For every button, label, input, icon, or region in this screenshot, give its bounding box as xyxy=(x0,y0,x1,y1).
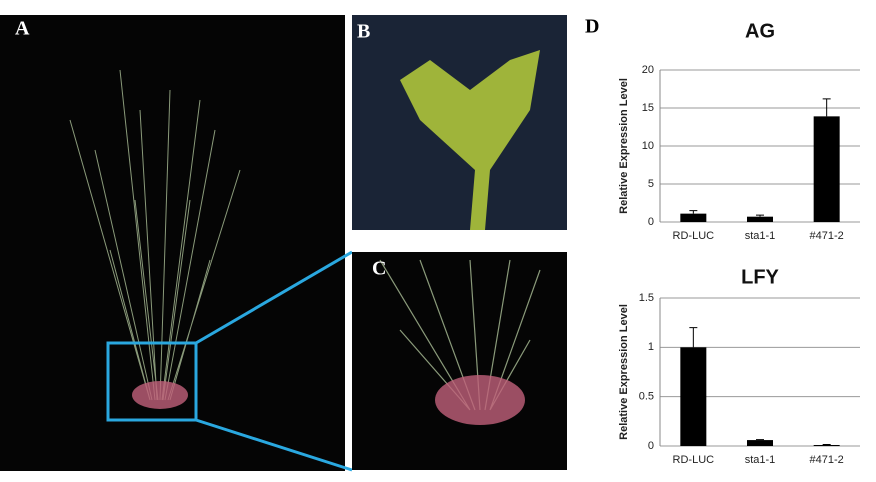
y-tick-label: 15 xyxy=(642,102,654,114)
y-tick-label: 1.5 xyxy=(639,292,654,304)
y-tick-label: 5 xyxy=(648,178,654,190)
panel-label: B xyxy=(357,21,370,43)
bar xyxy=(747,216,773,222)
y-tick-label: 10 xyxy=(642,140,654,152)
bar xyxy=(813,445,840,446)
zoom-line xyxy=(195,418,353,472)
x-tick-label: RD-LUC xyxy=(673,454,715,466)
panel-label: D xyxy=(585,16,599,38)
flower xyxy=(400,50,540,230)
bar xyxy=(813,116,840,222)
y-axis-title: Relative Expression Level xyxy=(618,78,630,214)
rosette xyxy=(132,381,188,409)
panel-label: A xyxy=(15,18,30,40)
x-tick-label: #471-2 xyxy=(810,230,844,242)
y-tick-label: 1 xyxy=(648,341,654,353)
zoom-box xyxy=(106,341,198,422)
bar xyxy=(680,347,707,446)
error-bar xyxy=(689,327,698,348)
y-tick-label: 0 xyxy=(648,216,654,228)
x-tick-label: sta1-1 xyxy=(745,454,776,466)
photo-c xyxy=(352,252,567,470)
chart-title: LFY xyxy=(741,266,779,288)
x-tick-label: #471-2 xyxy=(810,454,844,466)
bar xyxy=(747,440,773,446)
y-axis-title: Relative Expression Level xyxy=(618,304,630,440)
plant-detail xyxy=(379,259,541,411)
x-tick-label: RD-LUC xyxy=(673,230,715,242)
panel-label: C xyxy=(372,258,386,280)
y-tick-label: 0 xyxy=(648,440,654,452)
zoom-line xyxy=(195,250,353,345)
y-tick-label: 0.5 xyxy=(639,391,654,403)
error-bar xyxy=(689,210,698,214)
error-bar xyxy=(822,98,831,117)
bar xyxy=(680,213,707,222)
error-bar xyxy=(756,214,764,217)
x-tick-label: sta1-1 xyxy=(745,230,776,242)
y-tick-label: 20 xyxy=(642,64,654,76)
chart-title: AG xyxy=(745,20,775,42)
rosette-detail xyxy=(435,375,525,425)
plant xyxy=(69,69,241,401)
